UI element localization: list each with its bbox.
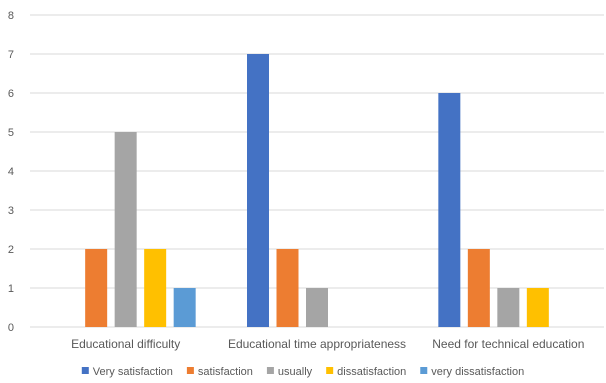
category-label: Educational time appropriateness xyxy=(228,337,406,351)
y-tick-label: 2 xyxy=(8,244,14,256)
bar-very-satisfaction xyxy=(438,93,461,327)
bar-satisfaction xyxy=(85,249,108,327)
legend-label: very dissatisfaction xyxy=(431,366,524,378)
y-tick-label: 7 xyxy=(8,49,14,61)
bar-usually xyxy=(497,288,520,327)
y-tick-label: 3 xyxy=(8,205,14,217)
y-tick-label: 8 xyxy=(8,10,14,22)
bar-dissatisfaction xyxy=(526,288,549,327)
y-tick-label: 1 xyxy=(8,283,14,295)
y-axis-ticks: 0 1 2 3 4 5 6 7 8 xyxy=(8,10,14,334)
legend-swatch xyxy=(81,367,89,374)
legend-swatch xyxy=(326,367,334,374)
legend-swatch xyxy=(266,367,274,374)
y-tick-label: 5 xyxy=(8,127,14,139)
legend-label: Very satisfaction xyxy=(93,366,173,378)
y-tick-label: 6 xyxy=(8,88,14,100)
category-label: Educational difficulty xyxy=(71,337,180,351)
legend-swatch xyxy=(186,367,194,374)
legend: Very satisfaction satisfaction usually diss… xyxy=(81,366,524,378)
bar-dissatisfaction xyxy=(144,249,167,327)
y-tick-label: 0 xyxy=(8,322,14,334)
bar-usually xyxy=(114,132,137,327)
bar-satisfaction xyxy=(467,249,490,327)
bar-very-satisfaction xyxy=(247,54,269,327)
category-labels: Educational difficulty Educational time a… xyxy=(71,337,584,351)
legend-label: dissatisfaction xyxy=(337,366,406,378)
bar-usually xyxy=(306,288,328,327)
legend-label: satisfaction xyxy=(198,366,253,378)
y-tick-label: 4 xyxy=(8,166,14,178)
category-label: Need for technical education xyxy=(432,337,584,351)
legend-swatch xyxy=(420,367,428,374)
bar-very-dissatisfaction xyxy=(173,288,196,327)
bars xyxy=(85,54,549,327)
legend-label: usually xyxy=(278,366,313,378)
bar-satisfaction xyxy=(276,249,299,327)
